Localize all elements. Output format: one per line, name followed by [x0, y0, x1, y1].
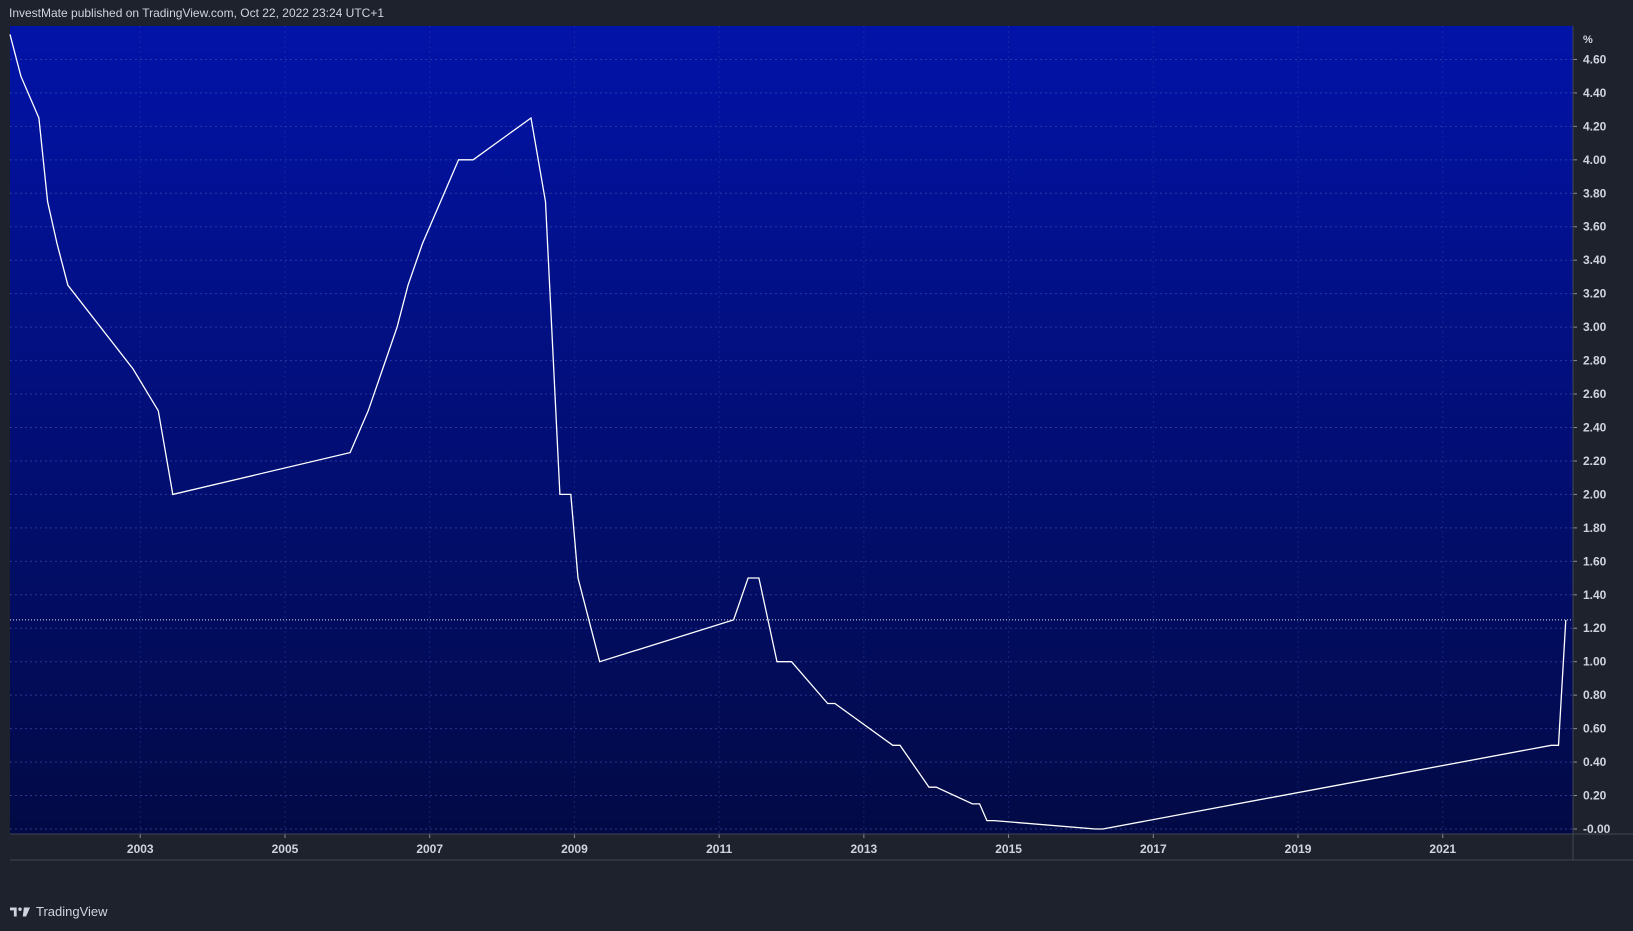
y-tick-label: 1.20 — [1583, 621, 1607, 635]
series-layer — [9, 34, 1573, 830]
footer-brand[interactable]: TradingView — [10, 904, 108, 919]
y-tick-label: 1.80 — [1583, 521, 1607, 535]
y-tick-label: -0.00 — [1583, 822, 1611, 836]
y-tick-label: 3.80 — [1583, 186, 1607, 200]
y-tick-label: 0.40 — [1583, 755, 1607, 769]
footer-brand-label: TradingView — [36, 904, 108, 919]
x-tick-label: 2021 — [1429, 842, 1456, 856]
x-tick-label: 2009 — [561, 842, 588, 856]
y-tick-label: 2.80 — [1583, 354, 1607, 368]
y-tick-label: 2.00 — [1583, 487, 1607, 501]
y-tick-label: 4.20 — [1583, 119, 1607, 133]
y-tick-label: 1.60 — [1583, 554, 1607, 568]
y-tick-label: 3.40 — [1583, 253, 1607, 267]
grid-layer — [10, 26, 1573, 834]
tradingview-logo-icon — [10, 907, 30, 916]
x-tick-label: 2005 — [272, 842, 299, 856]
x-tick-label: 2007 — [416, 842, 443, 856]
x-tick-label: 2015 — [995, 842, 1022, 856]
series-line — [9, 34, 1567, 830]
axis-layer: -0.00 0.20 0.40 0.60 0.80 1.00 1.20 1.40 1.60 1.8… — [10, 26, 1633, 861]
y-tick-label: 4.40 — [1583, 86, 1607, 100]
y-tick-label: 4.60 — [1583, 52, 1607, 66]
y-tick-label: 2.60 — [1583, 387, 1607, 401]
plot-background — [10, 26, 1573, 834]
y-tick-label: 1.00 — [1583, 655, 1607, 669]
y-tick-label: 4.00 — [1583, 153, 1607, 167]
y-unit-label: % — [1583, 34, 1593, 46]
x-tick-label: 2017 — [1140, 842, 1167, 856]
x-tick-label: 2013 — [851, 842, 878, 856]
y-tick-label: 1.40 — [1583, 588, 1607, 602]
x-tick-label: 2019 — [1285, 842, 1312, 856]
x-tick-label: 2011 — [706, 842, 732, 856]
y-tick-label: 2.40 — [1583, 420, 1607, 434]
publication-header: InvestMate published on TradingView.com,… — [9, 6, 384, 20]
y-tick-label: 3.60 — [1583, 220, 1607, 234]
y-tick-label: 3.20 — [1583, 287, 1607, 301]
rate-chart-svg[interactable]: -0.00 0.20 0.40 0.60 0.80 1.00 1.20 1.40 1.60 1.8… — [0, 26, 1633, 896]
chart-area[interactable]: -0.00 0.20 0.40 0.60 0.80 1.00 1.20 1.40 1.60 1.8… — [0, 26, 1633, 896]
y-tick-label: 0.60 — [1583, 722, 1607, 736]
x-tick-label: 2003 — [127, 842, 154, 856]
y-tick-label: 2.20 — [1583, 454, 1607, 468]
y-tick-label: 3.00 — [1583, 320, 1607, 334]
y-tick-label: 0.80 — [1583, 688, 1607, 702]
y-tick-label: 0.20 — [1583, 789, 1607, 803]
